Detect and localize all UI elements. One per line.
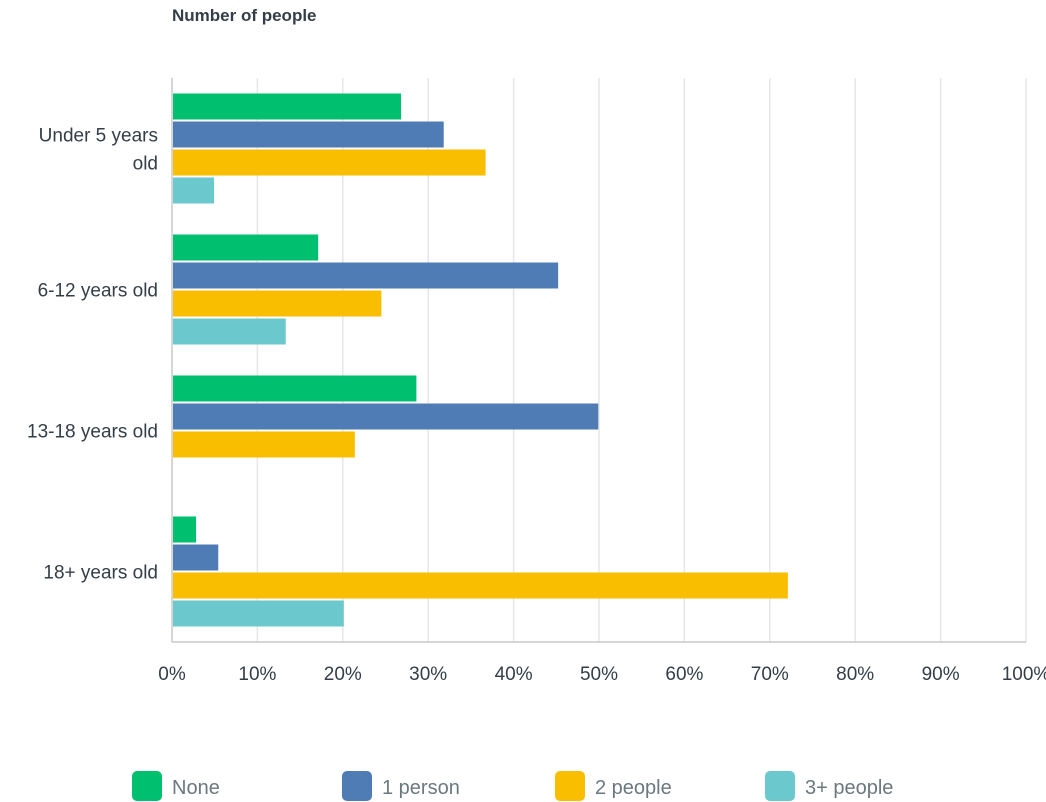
x-tick-label: 40% <box>495 664 533 685</box>
bar[interactable] <box>173 544 219 571</box>
legend-label: 2 people <box>595 777 672 799</box>
legend-swatch <box>132 771 162 801</box>
bar[interactable] <box>173 234 319 261</box>
bar[interactable] <box>173 403 599 430</box>
bar[interactable] <box>173 600 344 627</box>
bar[interactable] <box>173 375 417 402</box>
x-tick-label: 30% <box>409 664 447 685</box>
legend-swatch <box>342 771 372 801</box>
bar[interactable] <box>173 516 197 543</box>
legend-swatch <box>765 771 795 801</box>
legend-label: 1 person <box>382 777 460 799</box>
category-label: 13-18 years old <box>27 422 158 443</box>
axes <box>171 78 1026 643</box>
category-label: 6-12 years old <box>38 281 158 302</box>
x-tick-label: 50% <box>580 664 618 685</box>
x-tick-label: 90% <box>922 664 960 685</box>
x-tick-labels: 0% 10% 20% 30% 40% 50% 60% 70% 80% 90% 100% <box>158 664 1046 685</box>
bar[interactable] <box>173 572 788 599</box>
category-label: Under 5 years old <box>39 126 158 175</box>
legend-swatch <box>555 771 585 801</box>
bars <box>173 93 788 627</box>
bar[interactable] <box>173 290 382 317</box>
bar[interactable] <box>173 318 286 345</box>
bar[interactable] <box>173 262 559 289</box>
category-label: 18+ years old <box>43 563 158 584</box>
x-tick-label: 100% <box>1002 664 1046 685</box>
x-tick-label: 10% <box>238 664 276 685</box>
x-tick-label: 20% <box>324 664 362 685</box>
legend-label: None <box>172 777 220 799</box>
bar[interactable] <box>173 431 355 458</box>
x-tick-label: 0% <box>158 664 186 685</box>
bar[interactable] <box>173 177 214 204</box>
x-tick-label: 70% <box>751 664 789 685</box>
x-tick-label: 60% <box>665 664 703 685</box>
bar[interactable] <box>173 93 402 120</box>
bar[interactable] <box>173 121 444 148</box>
x-tick-label: 80% <box>836 664 874 685</box>
bar[interactable] <box>173 149 486 176</box>
chart-title: Number of people <box>172 6 317 25</box>
legend: None 1 person 2 people 3+ people <box>132 771 893 801</box>
legend-label: 3+ people <box>805 777 893 799</box>
category-labels: Under 5 years old 6-12 years old 13-18 year… <box>27 126 158 584</box>
gridlines <box>256 78 1027 642</box>
